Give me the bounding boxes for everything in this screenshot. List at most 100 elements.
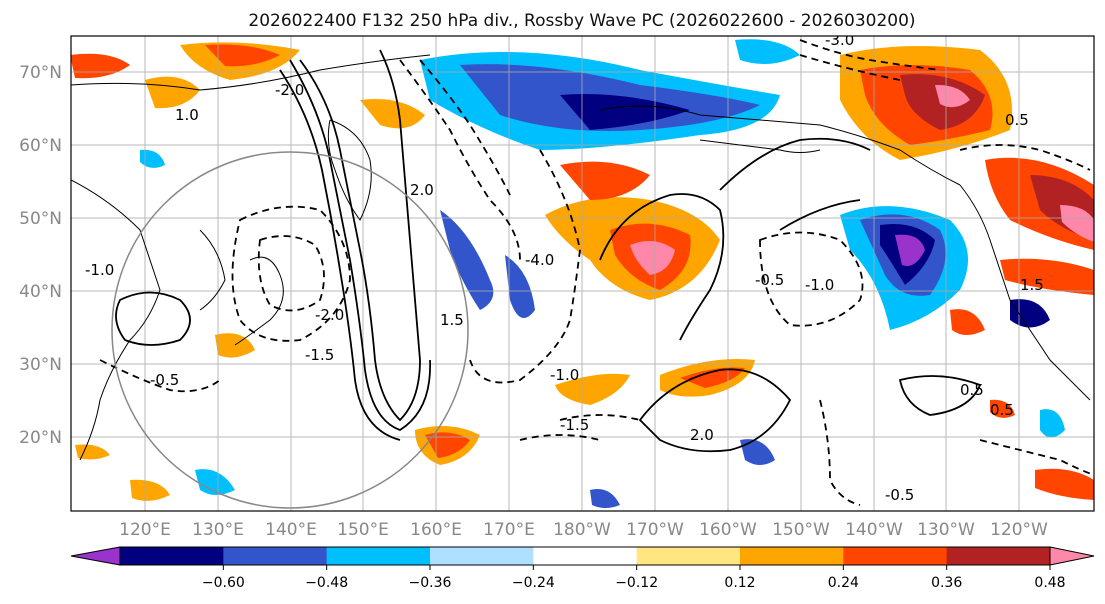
contour-label: -1.0 <box>550 366 579 384</box>
colorbar: −0.60 −0.48 −0.36 −0.24 −0.12 0.12 0.24 0.36 0.4… <box>70 546 1095 591</box>
positive-div-region <box>1000 258 1094 295</box>
rossby-contours <box>115 49 982 453</box>
positive-div-region <box>1060 205 1094 242</box>
contour-label: 2.0 <box>690 426 714 444</box>
contour-label: -3.0 <box>825 31 854 49</box>
positive-div-region <box>130 479 170 501</box>
contour-label: -1.5 <box>305 346 334 364</box>
negative-div-region <box>140 149 165 168</box>
lon-label: 160°W <box>699 520 757 540</box>
positive-contour <box>898 375 982 416</box>
colorbar-swatch <box>636 547 741 565</box>
contour-label: 1.5 <box>1020 276 1044 294</box>
negative-contour <box>257 235 325 312</box>
figure-title: 2026022400 F132 250 hPa div., Rossby Wav… <box>248 11 915 31</box>
positive-div-region <box>360 99 425 129</box>
negative-div-region <box>735 39 800 64</box>
colorbar-tick-label: 0.24 <box>828 575 859 591</box>
negative-div-region <box>740 439 775 465</box>
negative-contour <box>519 414 641 441</box>
contour-label: -0.5 <box>755 271 784 289</box>
colorbar-ticks: −0.60 −0.48 −0.36 −0.24 −0.12 0.12 0.24 0.36 0.4… <box>202 565 1066 591</box>
coastline-kamchatka <box>327 119 372 221</box>
lat-label: 20°N <box>19 428 62 448</box>
positive-contour <box>599 193 725 341</box>
colorbar-swatch <box>740 547 844 565</box>
lat-label: 30°N <box>19 355 62 375</box>
lon-label: 130°E <box>192 520 244 540</box>
rossby-contours-negative <box>99 39 1094 506</box>
negative-contour <box>799 39 941 81</box>
lon-label: 150°E <box>337 520 389 540</box>
rossby-domain-circle <box>111 151 469 509</box>
colorbar-tick-label: −0.36 <box>409 575 452 591</box>
lon-label: 120°W <box>990 520 1048 540</box>
colorbar-swatch <box>843 547 948 565</box>
colorbar-swatches <box>70 546 1095 566</box>
colorbar-tick-label: 0.12 <box>724 575 755 591</box>
lon-label: 170°W <box>626 520 684 540</box>
lon-label: 170°E <box>483 520 535 540</box>
contour-label: -0.5 <box>885 486 914 504</box>
contour-label: -2.0 <box>275 81 304 99</box>
latitude-labels: 70°N 60°N 50°N 40°N 30°N 20°N <box>19 63 62 448</box>
contour-label: 0.5 <box>990 401 1014 419</box>
coastline-russia-north <box>71 54 431 91</box>
positive-contour <box>289 59 431 431</box>
coastlines <box>71 54 1091 461</box>
colorbar-tick-label: −0.12 <box>615 575 658 591</box>
lon-label: 120°E <box>119 520 171 540</box>
lon-label: 130°W <box>917 520 975 540</box>
negative-div-region <box>440 210 494 310</box>
negative-div-region <box>505 255 535 318</box>
coastline-northamerica <box>959 184 1091 401</box>
positive-div-region <box>935 84 970 108</box>
lat-label: 60°N <box>19 136 62 156</box>
negative-contour <box>99 359 221 393</box>
coastline-korea-japan <box>199 229 284 346</box>
map-panel: -1.0 -0.5 -2.0 -1.5 -4.0 -3.0 2.0 1.5 1.… <box>70 31 1095 512</box>
longitude-labels: 120°E 130°E 140°E 150°E 160°E 170°E 180°… <box>119 520 1048 540</box>
lon-label: 180°W <box>553 520 611 540</box>
positive-div-region <box>950 309 985 335</box>
colorbar-extend-min <box>70 546 121 566</box>
negative-div-region <box>1040 409 1065 438</box>
colorbar-extend-max <box>1049 546 1095 566</box>
negative-contour <box>419 59 511 196</box>
negative-div-region <box>590 489 620 508</box>
contour-label: 2.0 <box>410 181 434 199</box>
positive-contour <box>279 69 401 441</box>
contour-label: -1.0 <box>85 261 114 279</box>
negative-div-region <box>1010 299 1050 328</box>
positive-contour <box>719 137 871 231</box>
positive-div-region <box>555 373 630 405</box>
coastline-asia <box>71 179 161 461</box>
contour-label: 0.5 <box>1005 111 1029 129</box>
colorbar-swatch <box>946 547 1051 565</box>
coastline-aleutians <box>699 139 821 153</box>
negative-contour <box>469 149 581 384</box>
positive-div-region <box>630 241 675 275</box>
positive-contour <box>299 49 421 422</box>
contour-label: 1.5 <box>440 311 464 329</box>
lat-label: 50°N <box>19 209 62 229</box>
positive-div-region <box>680 367 745 388</box>
positive-div-region <box>215 333 255 358</box>
positive-div-region <box>990 399 1015 418</box>
contour-labels: -1.0 -0.5 -2.0 -1.5 -4.0 -3.0 2.0 1.5 1.… <box>85 31 1044 504</box>
colorbar-swatch <box>430 547 534 565</box>
contour-label: 1.0 <box>175 106 199 124</box>
negative-div-region <box>560 94 690 130</box>
map-frame <box>70 35 1095 512</box>
contour-label: -1.5 <box>560 416 589 434</box>
positive-div-region <box>205 44 280 67</box>
lon-label: 140°W <box>845 520 903 540</box>
colorbar-outline <box>119 546 1051 566</box>
colorbar-tick-label: 0.48 <box>1034 575 1065 591</box>
colorbar-tick-label: −0.24 <box>512 575 555 591</box>
lat-label: 40°N <box>19 282 62 302</box>
positive-contour <box>638 368 792 453</box>
contour-label: -2.0 <box>315 306 344 324</box>
positive-div-region <box>1035 468 1094 500</box>
